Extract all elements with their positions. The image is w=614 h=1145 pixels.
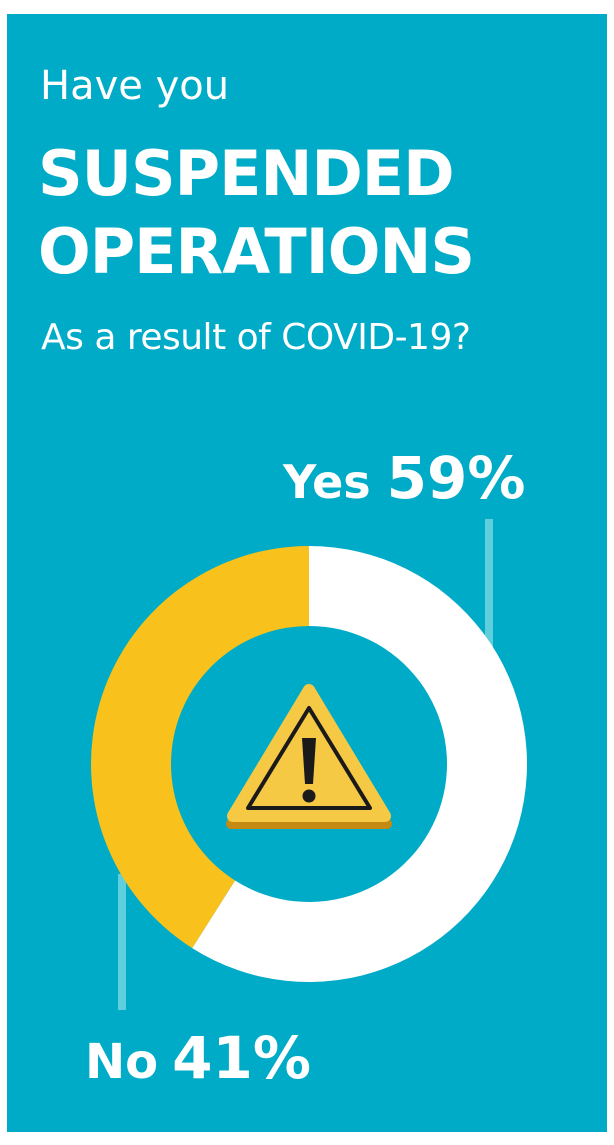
donut-slices [91, 546, 528, 983]
heading-intro: Have you [40, 63, 230, 109]
heading-suspended: SUSPENDED [38, 137, 455, 210]
warning-icon [226, 684, 392, 829]
yes-value-label: 59% [386, 444, 526, 512]
no-value-label: 41% [172, 1024, 311, 1092]
heading-covid: As a result of COVID-19? [41, 317, 471, 358]
no-category-label: No [85, 1034, 159, 1090]
infographic-panel: Have you SUSPENDED OPERATIONS As a resul… [7, 14, 607, 1132]
donut-chart [91, 519, 528, 1010]
no-label: No 41% [85, 1024, 311, 1092]
yes-category-label: Yes [283, 455, 371, 509]
yes-label: Yes 59% [283, 444, 526, 512]
donut-slice-no [91, 546, 309, 949]
heading-operations: OPERATIONS [38, 215, 475, 288]
donut-slice-yes [192, 546, 528, 983]
